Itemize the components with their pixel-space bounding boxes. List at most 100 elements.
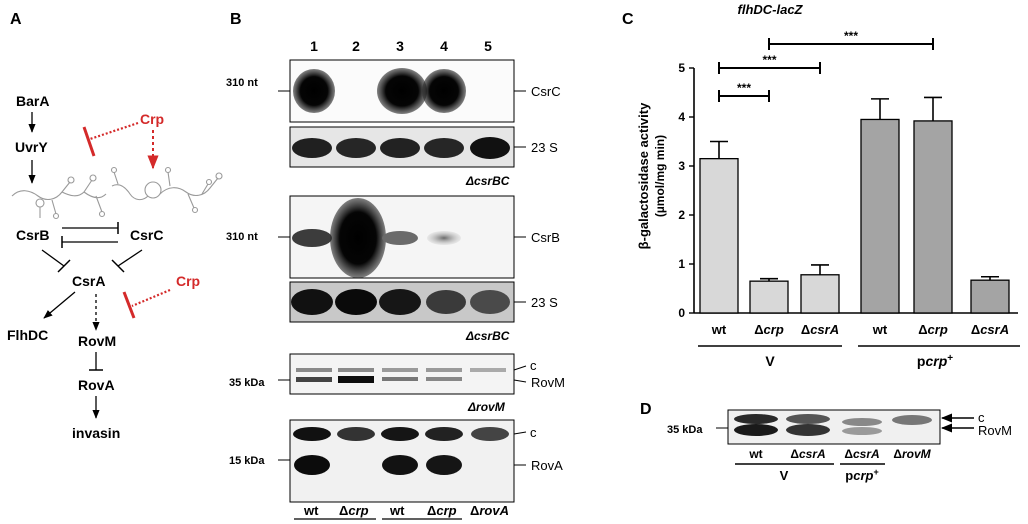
- bar: [913, 120, 953, 314]
- y-axis-label-beta: β: [636, 241, 651, 249]
- blot-label-csrc: CsrC: [531, 84, 561, 99]
- lane-label-rovm: ΔrovM: [893, 447, 931, 461]
- y-tick-label: 2: [678, 208, 685, 222]
- blot-label-23s: 23 S: [531, 295, 558, 310]
- tick-label-crp: Δcrp: [918, 322, 948, 337]
- blot-label-rova: RovA: [531, 458, 563, 473]
- size-marker: 15 kDa: [229, 455, 265, 467]
- significance-label: ***: [844, 29, 858, 43]
- band-label-c: c: [978, 410, 985, 425]
- chart-significance: *** *** ***: [718, 29, 934, 102]
- repression-crp-uvry: [89, 121, 139, 141]
- lane-label-csra: ΔcsrA: [790, 447, 825, 461]
- panel-a-letter: A: [10, 11, 22, 28]
- csrb-rna-structure-icon: [11, 174, 107, 220]
- size-marker: 310 nt: [226, 231, 258, 243]
- repression-csrb-csra: [41, 249, 65, 267]
- size-marker: 35 kDa: [229, 377, 265, 389]
- band-label-c: c: [530, 358, 537, 373]
- arrow-csra-flhdc: [43, 291, 76, 319]
- strain-label: ΔrovM: [467, 400, 506, 414]
- y-tick-label: 1: [678, 257, 685, 271]
- node-bara: BarA: [16, 93, 49, 109]
- size-marker: 310 nt: [226, 77, 258, 89]
- tick-label-wt: wt: [872, 322, 888, 337]
- repression-bar-crp-csra-rovm: [122, 291, 136, 319]
- blot-csrb-rrna: [289, 281, 526, 323]
- blot-rovm-d: [716, 409, 941, 445]
- node-rovm: RovM: [78, 333, 116, 349]
- tick-label-crp: Δcrp: [754, 322, 784, 337]
- node-invasin: invasin: [72, 425, 120, 441]
- repression-bar-crp-uvry: [82, 126, 96, 157]
- bar: [749, 280, 789, 314]
- node-csrb: CsrB: [16, 227, 49, 243]
- node-uvry: UvrY: [15, 139, 48, 155]
- blot-rovm: [278, 353, 527, 395]
- blot-csrc: [278, 59, 526, 123]
- strain-label: ΔcsrBC: [465, 329, 510, 343]
- group-label-v: V: [780, 468, 789, 483]
- lane-label-crp: Δcrp: [339, 503, 369, 518]
- group-label-pcrp: pcrp+: [917, 353, 953, 370]
- tick-label-csra: ΔcsrA: [971, 322, 1009, 337]
- group-label-pcrp: pcrp+: [845, 467, 878, 483]
- panel-a: A BarA UvrY Crp CsrB CsrC: [7, 11, 223, 441]
- bar: [970, 279, 1010, 314]
- tick-label-csra: ΔcsrA: [801, 322, 839, 337]
- lane-number: 4: [440, 38, 448, 54]
- y-tick-label: 3: [678, 159, 685, 173]
- lane-label-rova: ΔrovA: [470, 503, 509, 518]
- chart-bars: [699, 96, 1010, 314]
- blot-rova: [278, 419, 527, 503]
- blot-csrc-rrna: [289, 126, 526, 168]
- blot-label-rovm: RovM: [978, 423, 1012, 438]
- repression-crp-csra-rovm: [131, 288, 171, 308]
- lane-label-crp: Δcrp: [427, 503, 457, 518]
- blot-csrb: [278, 195, 526, 279]
- size-marker: 35 kDa: [667, 424, 703, 436]
- panel-c: C flhDC-lacZ β-galactosidase activity (µ…: [622, 2, 1020, 369]
- node-crp-mid: Crp: [176, 273, 200, 289]
- y-axis-label: β-galactosidase activity (µmol/mg min): [636, 102, 667, 249]
- tick-label-wt: wt: [711, 322, 727, 337]
- repression-bar-csrc-csra: [111, 259, 125, 273]
- blot-label-rovm: RovM: [531, 375, 565, 390]
- node-csra: CsrA: [72, 273, 105, 289]
- lane-label-wt: wt: [748, 447, 762, 461]
- chart-axes: 0 1 2 3 4 5: [678, 61, 1018, 320]
- strain-label: ΔcsrBC: [465, 174, 510, 188]
- y-axis-unit: (µmol/mg min): [653, 135, 667, 217]
- panel-b-letter: B: [230, 11, 242, 28]
- bar: [800, 274, 840, 314]
- node-rova: RovA: [78, 377, 115, 393]
- lane-number: 1: [310, 38, 318, 54]
- panel-b: B 1 2 3 4 5 310 nt CsrC 2: [226, 11, 565, 518]
- blot-label-csrb: CsrB: [531, 230, 560, 245]
- node-flhdc: FlhDC: [7, 327, 48, 343]
- panel-d-letter: D: [640, 401, 652, 418]
- lane-number: 5: [484, 38, 492, 54]
- chart-title: flhDC-lacZ: [738, 2, 804, 17]
- y-tick-label: 5: [678, 61, 685, 75]
- lane-label-wt: wt: [303, 503, 319, 518]
- y-tick-label: 0: [678, 306, 685, 320]
- node-csrc: CsrC: [130, 227, 163, 243]
- significance-label: ***: [737, 81, 751, 95]
- bar: [699, 157, 739, 314]
- csrc-rna-structure-icon: [110, 166, 223, 214]
- lane-number: 2: [352, 38, 360, 54]
- lane-label-wt: wt: [389, 503, 405, 518]
- lane-number: 3: [396, 38, 404, 54]
- y-axis-label-main: -galactosidase activity: [636, 102, 651, 241]
- repression-bar-csrb-csra: [57, 259, 71, 273]
- group-label-v: V: [765, 353, 775, 369]
- band-label-c: c: [530, 425, 537, 440]
- panel-c-letter: C: [622, 11, 634, 28]
- y-tick-label: 4: [678, 110, 685, 124]
- significance-label: ***: [762, 53, 776, 67]
- svg-text:β-galactosidase activity: β-galactosidase activity: [636, 102, 651, 249]
- node-crp-top: Crp: [140, 111, 164, 127]
- blot-label-23s: 23 S: [531, 140, 558, 155]
